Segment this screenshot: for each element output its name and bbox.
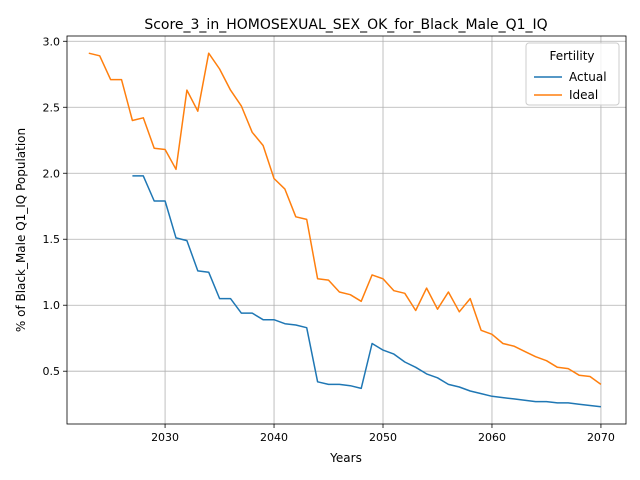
- x-tick-label: 2040: [260, 431, 288, 444]
- y-tick-label: 0.5: [43, 365, 61, 378]
- chart-title: Score_3_in_HOMOSEXUAL_SEX_OK_for_Black_M…: [144, 17, 547, 33]
- legend-label-actual: Actual: [569, 70, 607, 84]
- x-tick-label: 2030: [151, 431, 179, 444]
- x-tick-label: 2060: [478, 431, 506, 444]
- y-tick-label: 3.0: [43, 35, 61, 48]
- y-tick-label: 1.5: [43, 233, 61, 246]
- x-tick-label: 2050: [369, 431, 397, 444]
- y-tick-label: 1.0: [43, 299, 61, 312]
- x-axis-label: Years: [329, 451, 362, 465]
- x-tick-label: 2070: [587, 431, 615, 444]
- y-tick-label: 2.5: [43, 101, 61, 114]
- legend: Fertility Actual Ideal: [526, 43, 619, 105]
- y-tick-label: 2.0: [43, 167, 61, 180]
- legend-title: Fertility: [549, 49, 594, 63]
- y-axis-label: % of Black_Male Q1_IQ Population: [14, 128, 28, 332]
- legend-label-ideal: Ideal: [569, 88, 598, 102]
